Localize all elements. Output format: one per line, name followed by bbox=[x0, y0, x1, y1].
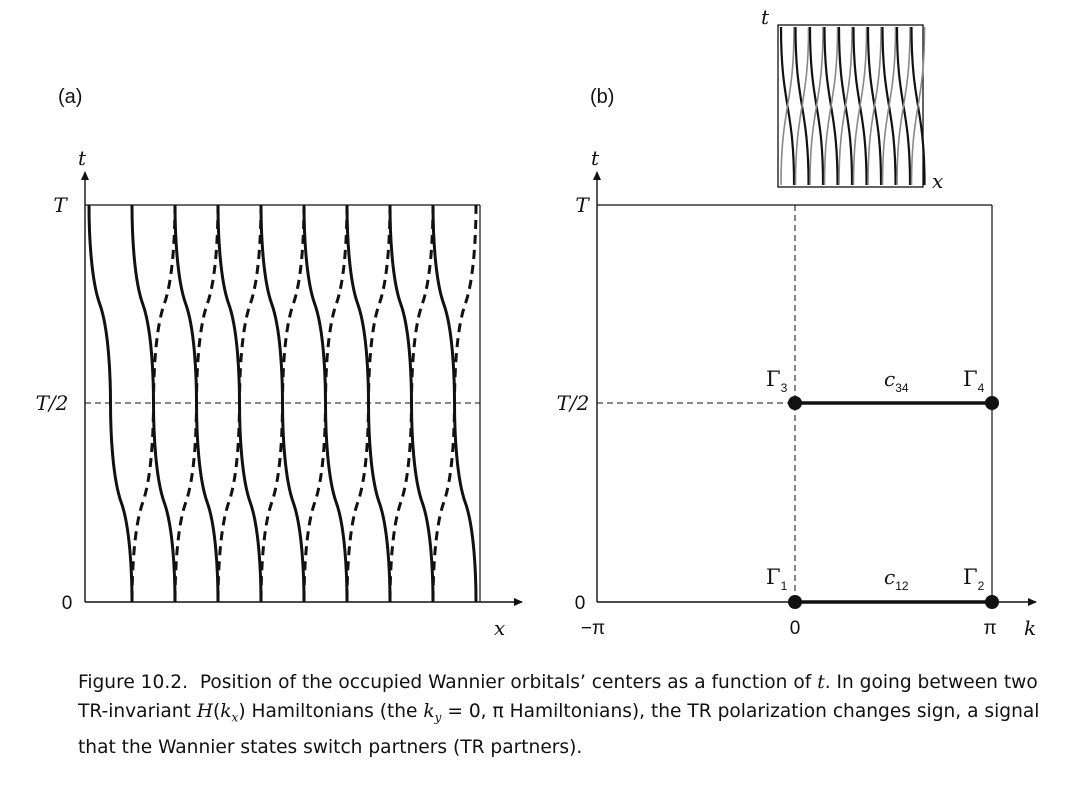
label-gamma-3: Γ3 bbox=[766, 367, 788, 395]
panel-a-label: (a) bbox=[58, 86, 82, 108]
inset-frame bbox=[778, 25, 923, 187]
panel-b-tick-0: 0 bbox=[575, 593, 586, 614]
figure: (a) t x T T/2 0 (b) t k T T/2 0 −π 0 bbox=[0, 0, 1069, 650]
label-gamma-2: Γ2 bbox=[963, 565, 985, 593]
panel-b-y-label: t bbox=[591, 146, 600, 170]
wannier-curve-dashed bbox=[218, 205, 261, 602]
panel-b-tick-minus-pi: −π bbox=[581, 618, 605, 639]
panel-b-tick-zero: 0 bbox=[790, 618, 801, 639]
panel-a-tick-0: 0 bbox=[62, 593, 73, 614]
panel-b: (b) t k T T/2 0 −π 0 π Γ1 Γ2 bbox=[557, 5, 1037, 640]
panel-a: (a) t x T T/2 0 bbox=[36, 86, 522, 640]
inset-y-label: t bbox=[761, 5, 770, 29]
point-gamma-2 bbox=[985, 595, 999, 609]
inset-x-label: x bbox=[932, 169, 943, 193]
panel-a-y-label: t bbox=[78, 146, 87, 170]
panel-b-tick-T: T bbox=[575, 193, 590, 217]
panel-a-tick-T: T bbox=[53, 193, 68, 217]
figure-caption: Figure 10.2. Position of the occupied Wa… bbox=[78, 668, 1053, 762]
panel-b-tick-T-half: T/2 bbox=[557, 391, 590, 415]
label-c34: c34 bbox=[884, 367, 909, 395]
panel-a-tick-T-half: T/2 bbox=[36, 391, 69, 415]
inset: t x bbox=[761, 5, 943, 193]
point-gamma-4 bbox=[985, 396, 999, 410]
label-c12: c12 bbox=[884, 565, 909, 593]
panel-a-x-label: x bbox=[494, 616, 505, 640]
label-gamma-4: Γ4 bbox=[963, 367, 985, 395]
wannier-curve-dashed bbox=[175, 205, 218, 602]
label-gamma-1: Γ1 bbox=[766, 565, 788, 593]
point-gamma-3 bbox=[788, 396, 802, 410]
wannier-curve-dashed bbox=[347, 205, 390, 602]
point-gamma-1 bbox=[788, 595, 802, 609]
panel-b-tick-pi: π bbox=[983, 618, 996, 639]
panel-b-x-label: k bbox=[1024, 616, 1036, 640]
caption-label: Figure 10.2. bbox=[78, 672, 188, 693]
panel-b-label: (b) bbox=[590, 86, 614, 108]
